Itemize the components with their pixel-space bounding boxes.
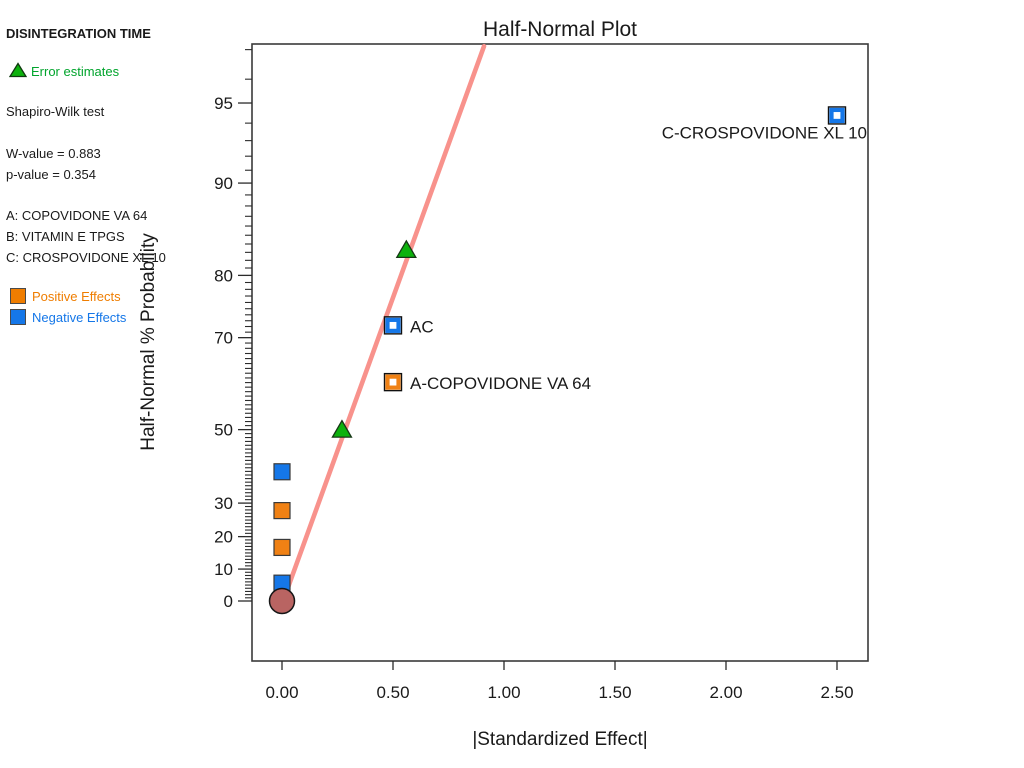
- x-axis-tick-label: 0.00: [265, 683, 298, 702]
- factor-b-label: B: VITAMIN E TPGS: [6, 229, 125, 244]
- positive-effects-swatch: [10, 288, 26, 304]
- x-axis-tick-label: 2.50: [820, 683, 853, 702]
- y-axis-tick-label: 0: [224, 592, 233, 611]
- data-point-ac[interactable]: [383, 316, 403, 335]
- factor-c-label: C: CROSPOVIDONE XL 10: [6, 250, 166, 265]
- half-normal-fit-line: [280, 43, 487, 604]
- x-axis-tick-label: 2.00: [709, 683, 742, 702]
- point-label-c-crospovidone-xl-10: C-CROSPOVIDONE XL 10: [662, 123, 867, 142]
- x-axis-tick-label: 0.50: [376, 683, 409, 702]
- data-point-a-copovidone-va-64[interactable]: [383, 372, 403, 392]
- data-point-positive-effects-27.8[interactable]: [273, 502, 291, 520]
- y-axis-tick-label: 30: [214, 494, 233, 513]
- x-axis-tick-label: 1.50: [598, 683, 631, 702]
- y-axis-tick-label: 95: [214, 94, 233, 113]
- plot-frame: [251, 43, 869, 662]
- plot-info-panel: DISINTEGRATION TIME Error estimates Shap…: [0, 0, 250, 768]
- y-axis-tick-label: 90: [214, 174, 233, 193]
- error-estimates-triangle-icon: [9, 62, 27, 78]
- negative-effects-swatch: [10, 309, 26, 325]
- response-name-title: DISINTEGRATION TIME: [6, 26, 151, 41]
- negative-effects-label: Negative Effects: [32, 310, 127, 325]
- shapiro-wilk-heading: Shapiro-Wilk test: [6, 104, 105, 119]
- p-value-text: p-value = 0.354: [6, 167, 96, 182]
- data-point-origin-point-0[interactable]: [268, 587, 296, 615]
- y-axis-title: Half-Normal % Probability: [138, 233, 159, 451]
- point-label-a-copovidone-va-64: A-COPOVIDONE VA 64: [410, 374, 591, 393]
- y-axis-tick-label: 70: [214, 329, 233, 348]
- data-point-negative-effects-38.9[interactable]: [273, 463, 291, 481]
- chart-title: Half-Normal Plot: [483, 18, 637, 41]
- y-axis-tick-label: 80: [214, 266, 233, 285]
- w-value-text: W-value = 0.883: [6, 146, 101, 161]
- y-axis-tick-label: 50: [214, 421, 233, 440]
- point-label-ac: AC: [410, 317, 434, 336]
- factor-a-label: A: COPOVIDONE VA 64: [6, 208, 148, 223]
- y-axis-tick-label: 10: [214, 560, 233, 579]
- data-point-error-estimates-50[interactable]: [331, 419, 353, 438]
- positive-effects-label: Positive Effects: [32, 289, 121, 304]
- data-point-positive-effects-16.7[interactable]: [273, 538, 291, 557]
- x-axis-title: |Standardized Effect|: [472, 729, 647, 750]
- data-point-error-estimates-83.3[interactable]: [395, 239, 417, 259]
- x-axis-tick-label: 1.00: [487, 683, 520, 702]
- data-point-c-crospovidone-xl-10[interactable]: [827, 106, 847, 125]
- error-estimates-label: Error estimates: [31, 64, 120, 79]
- y-axis-tick-label: 20: [214, 528, 233, 547]
